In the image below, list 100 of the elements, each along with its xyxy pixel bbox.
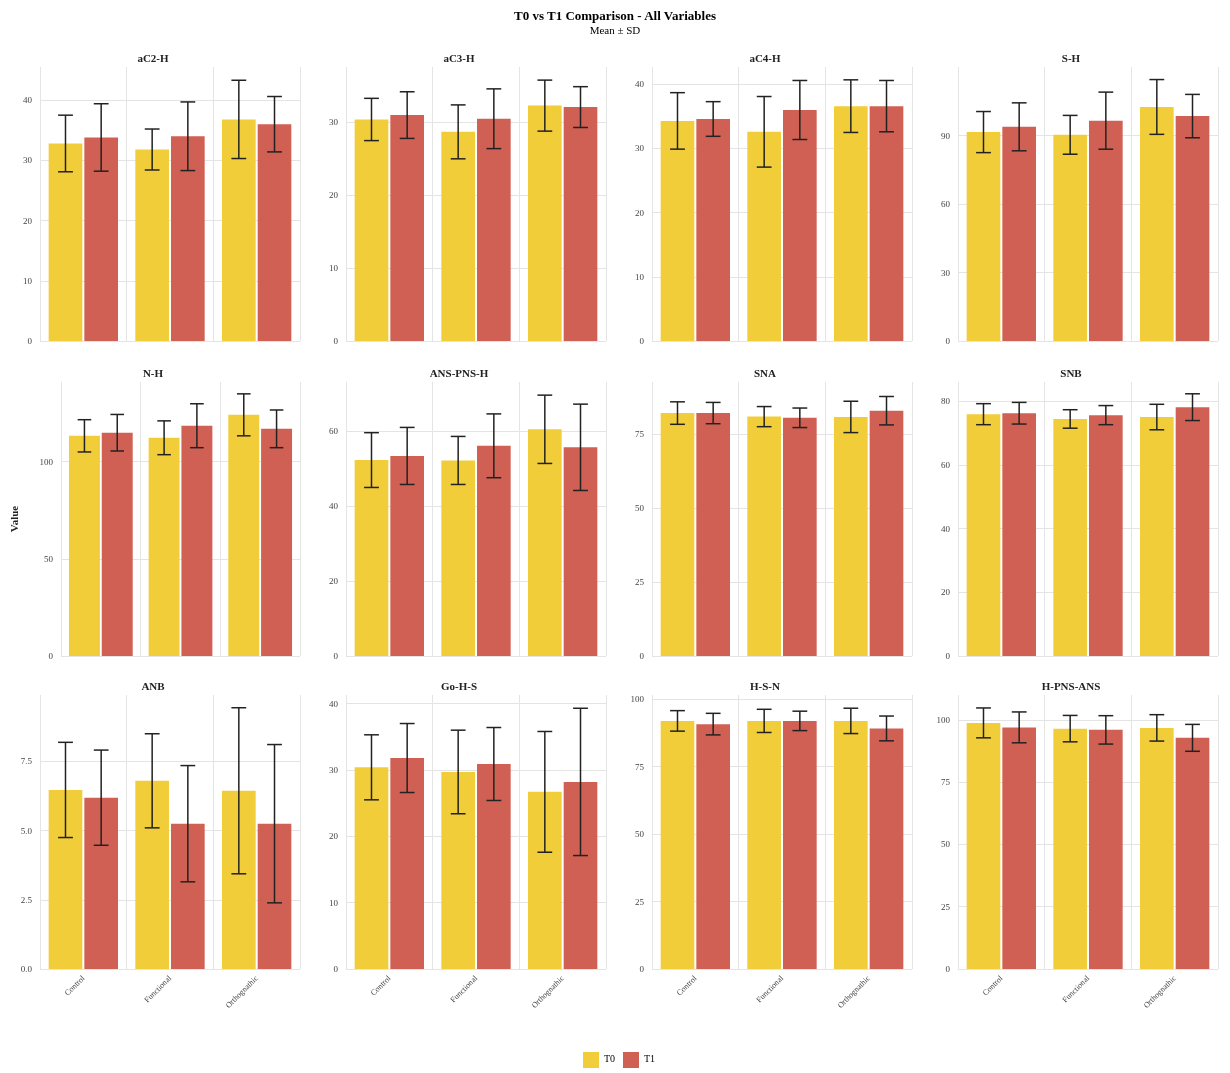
bar	[441, 131, 475, 341]
chart-title: ANB	[141, 679, 166, 692]
bar	[563, 107, 598, 341]
y-tick-label: 75	[941, 777, 951, 788]
y-tick-label: 40	[635, 79, 645, 90]
y-tick-label: 2.5	[20, 894, 33, 905]
y-tick-label: 20	[635, 207, 645, 218]
chart-title: SNA	[753, 366, 777, 379]
y-tick-label: 20	[329, 831, 339, 842]
y-tick-label: 100	[630, 694, 645, 705]
chart-title: ANS-PNS-H	[429, 366, 489, 379]
bar	[48, 789, 83, 969]
bar	[1140, 727, 1174, 969]
bar	[563, 447, 598, 656]
bar	[222, 790, 256, 969]
y-tick-label: 30	[941, 267, 951, 278]
chart-title: H-S-N	[750, 679, 781, 692]
bar	[441, 460, 475, 656]
y-tick-label: 0	[333, 336, 339, 346]
y-tick-label: 10	[635, 271, 645, 282]
y-tick-label: 10	[329, 263, 339, 274]
bar	[477, 118, 511, 341]
y-tick-label: 60	[941, 199, 951, 209]
y-tick-label: 100	[936, 714, 951, 725]
bar	[528, 429, 562, 656]
legend-label: T1	[644, 1053, 656, 1065]
y-tick-label: 25	[941, 901, 951, 912]
y-tick-label: 50	[44, 553, 54, 564]
y-tick-label: 0	[639, 336, 645, 346]
y-tick-label: 10	[23, 275, 33, 286]
bar	[101, 432, 133, 656]
chart-title: aC2-H	[137, 51, 170, 64]
y-tick-label: 0	[945, 336, 951, 346]
y-tick-label: 80	[941, 396, 951, 407]
y-tick-label: 0	[945, 651, 951, 661]
y-tick-label: 20	[329, 575, 339, 586]
bar	[528, 105, 562, 341]
bar	[390, 115, 424, 341]
bar	[171, 136, 205, 341]
y-tick-label: 40	[941, 523, 951, 534]
y-tick-label: 30	[23, 155, 33, 166]
y-tick-label: 0	[639, 651, 645, 661]
y-tick-label: 0	[27, 336, 33, 346]
bar	[48, 143, 83, 341]
y-tick-label: 0	[333, 964, 339, 974]
bar	[477, 445, 511, 656]
bar	[222, 119, 256, 341]
y-axis-title: Value	[7, 505, 20, 533]
y-tick-label: 30	[635, 143, 645, 154]
bar	[1175, 737, 1210, 969]
chart-title: Go-H-S	[440, 679, 478, 692]
y-tick-label: 25	[635, 577, 645, 588]
bar	[390, 455, 424, 656]
text: T0 vs T1 Comparison - All Variables	[513, 8, 717, 24]
chart-title: aC3-H	[443, 51, 476, 64]
y-tick-label: 0	[639, 964, 645, 974]
y-tick-label: 30	[329, 117, 339, 128]
bar	[135, 780, 169, 969]
bar	[1089, 120, 1123, 341]
bar	[1002, 727, 1036, 969]
bar	[148, 437, 180, 656]
bar	[354, 119, 389, 341]
y-tick-label: 90	[941, 130, 951, 141]
bar	[1053, 728, 1087, 969]
bar	[1089, 729, 1123, 969]
y-tick-label: 25	[635, 896, 645, 907]
bar	[171, 823, 205, 969]
y-tick-label: 20	[23, 215, 33, 226]
bar	[1002, 126, 1036, 341]
bar	[68, 435, 100, 656]
chart-title: H-PNS-ANS	[1041, 679, 1101, 692]
y-tick-label: 60	[329, 425, 339, 436]
y-tick-label: 40	[23, 95, 33, 106]
bar	[966, 722, 1001, 969]
y-tick-label: 75	[635, 761, 645, 772]
bar	[84, 137, 118, 341]
chart-title: S-H	[1061, 51, 1081, 64]
chart-title: aC4-H	[749, 51, 782, 64]
y-tick-label: 0	[945, 964, 951, 974]
bar	[84, 797, 118, 969]
bar	[257, 823, 292, 969]
y-tick-label: 0	[48, 651, 54, 661]
y-tick-label: 100	[39, 456, 54, 467]
bar	[1053, 134, 1087, 341]
bar	[1175, 116, 1210, 341]
y-tick-label: 50	[635, 829, 645, 840]
y-tick-label: 10	[329, 897, 339, 908]
y-tick-label: 7.5	[20, 756, 33, 767]
bar	[181, 425, 213, 656]
text: Mean ± SD	[588, 24, 642, 36]
y-tick-label: 50	[941, 839, 951, 850]
bar	[1140, 106, 1174, 341]
bar	[261, 428, 293, 656]
y-tick-label: 50	[635, 503, 645, 514]
y-tick-label: 40	[329, 500, 339, 511]
y-tick-label: 0.0	[20, 964, 33, 974]
bar	[228, 414, 260, 656]
chart-title: SNB	[1060, 366, 1083, 379]
bar	[257, 124, 292, 341]
chart-title: N-H	[142, 366, 164, 379]
